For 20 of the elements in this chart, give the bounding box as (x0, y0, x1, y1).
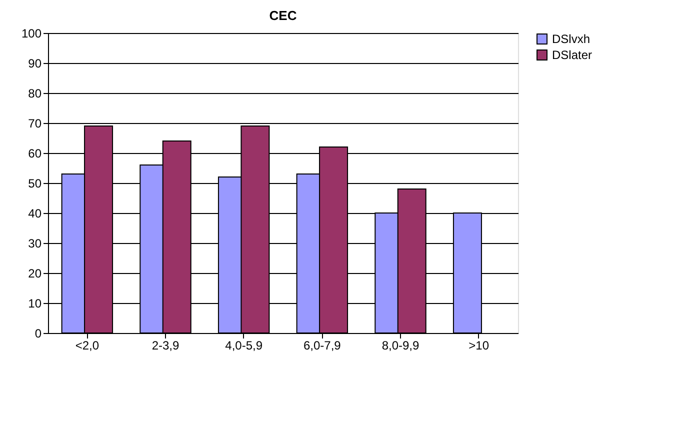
y-tick-label: 50 (28, 176, 42, 190)
x-tick-label: 4,0-5,9 (225, 338, 263, 352)
x-tick-label: 2-3,9 (152, 338, 180, 352)
x-tick-label: >10 (468, 338, 490, 352)
y-tick-label: 10 (28, 296, 42, 310)
x-tick-label: 8,0-9,9 (382, 338, 420, 352)
y-tick-label: 90 (28, 56, 42, 70)
y-tick-label: 60 (28, 146, 42, 160)
y-tick-label: 0 (34, 326, 42, 340)
chart-title: CEC (269, 8, 298, 23)
y-tick-label: 100 (21, 26, 42, 40)
y-tick-label: 30 (28, 236, 42, 250)
y-tick-label: 20 (28, 266, 42, 280)
y-tick-label: 80 (28, 86, 42, 100)
legend-label: DSlater (552, 48, 592, 62)
legend-label: DSlvxh (552, 32, 590, 46)
x-tick-label: <2,0 (75, 338, 100, 352)
y-tick-label: 40 (28, 206, 42, 220)
y-tick-label: 70 (28, 116, 42, 130)
x-tick-label: 6,0-7,9 (303, 338, 342, 352)
